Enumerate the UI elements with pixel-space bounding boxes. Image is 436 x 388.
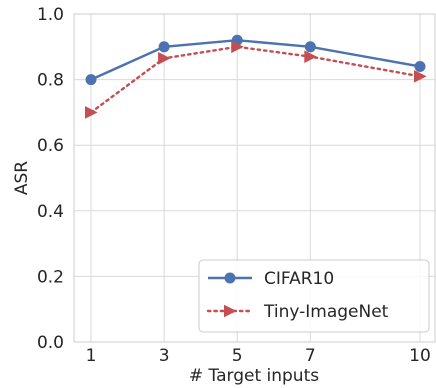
data-point	[414, 60, 426, 72]
data-point	[158, 51, 171, 65]
data-point	[85, 74, 97, 86]
data-point	[304, 41, 316, 53]
data-point	[158, 41, 170, 53]
y-axis-title: ASR	[12, 161, 32, 195]
legend-marker	[224, 272, 236, 284]
x-tick-label: 3	[159, 346, 170, 366]
legend: CIFAR10 Tiny-ImageNet	[198, 259, 430, 333]
x-tick-label: 1	[86, 346, 97, 366]
series-layer	[85, 34, 427, 119]
y-tick-label: 0.8	[37, 71, 64, 91]
y-tick-label: 0.6	[37, 136, 64, 156]
x-tick-label: 7	[305, 346, 316, 366]
y-tick-label: 1.0	[37, 5, 64, 25]
data-point	[85, 106, 98, 119]
y-tick-label: 0.2	[37, 267, 64, 287]
series-line	[90, 39, 421, 81]
data-point	[231, 40, 244, 54]
legend-label: Tiny-ImageNet	[263, 302, 389, 322]
series-cifar10	[85, 34, 426, 86]
x-tick-label: 10	[409, 346, 431, 366]
legend-item: CIFAR10	[208, 269, 334, 289]
series-tiny-imagenet	[85, 40, 427, 119]
y-tick-label: 0.0	[37, 333, 64, 353]
data-point	[304, 50, 317, 63]
x-axis-title: # Target inputs	[189, 366, 319, 386]
legend-item: Tiny-ImageNet	[206, 302, 389, 322]
y-tick-label: 0.4	[37, 202, 64, 222]
series-line	[89, 45, 422, 114]
legend-box	[198, 259, 430, 333]
plot-frame	[73, 13, 436, 343]
x-tick-label: 5	[232, 346, 243, 366]
legend-label: CIFAR10	[264, 269, 334, 289]
legend-marker	[224, 304, 237, 318]
data-point	[414, 70, 427, 83]
tick-labels: 1 3 5 7 10 0.0 0.2 0.4 0.6 0.8 1.0	[37, 5, 431, 366]
